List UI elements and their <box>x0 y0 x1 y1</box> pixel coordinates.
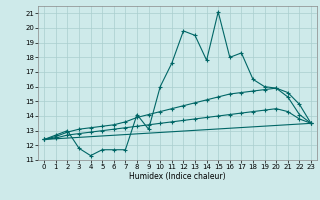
X-axis label: Humidex (Indice chaleur): Humidex (Indice chaleur) <box>129 172 226 181</box>
